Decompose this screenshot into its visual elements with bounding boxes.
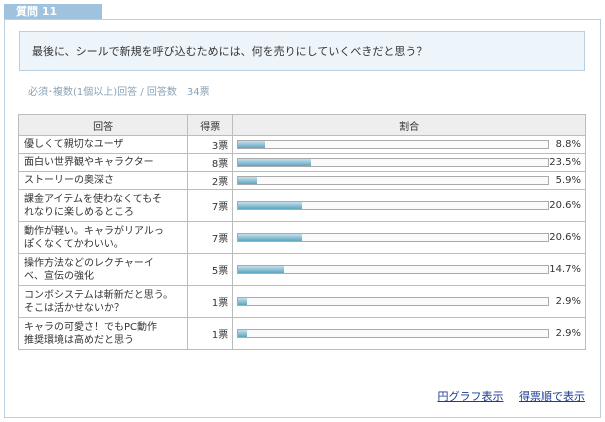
answer-text-line: 操作方法などのレクチャーイ xyxy=(24,257,154,269)
table-row: 面白い世界観やキャラクター 8票 23.5% xyxy=(17,153,586,172)
ratio-bar-track xyxy=(237,233,550,242)
votes-cell: 1票 xyxy=(187,285,234,318)
answer-text-line: そこは活かせないか？ xyxy=(24,302,124,314)
ratio-percent: 20.6% xyxy=(549,232,581,243)
table-row: キャラの可愛さ！でもPC動作 推奨環境は高めだと思う 1票 2.9% xyxy=(17,317,586,350)
votes-cell: 2票 xyxy=(187,171,234,190)
ratio-bar-fill xyxy=(238,159,312,166)
table-row: 動作が軽い。キャラがリアルっ ぽくなくてかわいい。 7票 20.6% xyxy=(17,221,586,254)
ratio-percent: 8.8% xyxy=(555,139,581,150)
table-row: 操作方法などのレクチャーイ ベ、宣伝の強化 5票 14.7% xyxy=(17,253,586,286)
answer-text-line: コンボシステムは斬新だと思う。 xyxy=(24,289,174,301)
ratio-bar-track xyxy=(237,201,550,210)
header-ratio: 割合 xyxy=(232,114,586,136)
ratio-cell: 20.6% xyxy=(232,189,586,222)
question-tab: 質問 11 xyxy=(4,4,102,20)
ratio-bar-fill xyxy=(238,177,257,184)
ratio-cell: 2.9% xyxy=(232,285,586,318)
ratio-bar-track xyxy=(237,265,550,274)
answer-cell: ストーリーの奥深さ xyxy=(17,171,189,190)
votes-cell: 7票 xyxy=(187,189,234,222)
answer-text-line: 動作が軽い。キャラがリアルっ xyxy=(24,225,164,237)
question-text: 最後に、シールで新規を呼び込むためには、何を売りにしていくべきだと思う？ xyxy=(19,31,585,71)
table-row: 優しくて親切なユーザ 3票 8.8% xyxy=(17,135,586,154)
sort-by-votes-link[interactable]: 得票順で表示 xyxy=(519,390,585,403)
ratio-bar-fill xyxy=(238,202,303,209)
question-frame xyxy=(4,19,601,418)
ratio-cell: 23.5% xyxy=(232,153,586,172)
votes-cell: 1票 xyxy=(187,317,234,350)
ratio-cell: 20.6% xyxy=(232,221,586,254)
answer-text-line: ぽくなくてかわいい。 xyxy=(24,238,124,250)
table-header-row: 回答 得票 割合 xyxy=(17,114,586,136)
header-answer: 回答 xyxy=(17,114,189,136)
answer-cell: キャラの可愛さ！でもPC動作 推奨環境は高めだと思う xyxy=(17,317,189,350)
ratio-bar-fill xyxy=(238,266,284,273)
answer-cell: 優しくて親切なユーザ xyxy=(17,135,189,154)
ratio-cell: 14.7% xyxy=(232,253,586,286)
table-row: コンボシステムは斬新だと思う。 そこは活かせないか？ 1票 2.9% xyxy=(17,285,586,318)
ratio-cell: 5.9% xyxy=(232,171,586,190)
ratio-bar-track xyxy=(237,140,550,149)
answer-cell: 面白い世界観やキャラクター xyxy=(17,153,189,172)
votes-cell: 3票 xyxy=(187,135,234,154)
ratio-percent: 20.6% xyxy=(549,200,581,211)
ratio-bar-fill xyxy=(238,298,248,305)
votes-cell: 7票 xyxy=(187,221,234,254)
answer-cell: コンボシステムは斬新だと思う。 そこは活かせないか？ xyxy=(17,285,189,318)
results-table: 回答 得票 割合 優しくて親切なユーザ 3票 8.8% 面白い世界観やキャラクター 8票… xyxy=(17,114,586,350)
ratio-bar-fill xyxy=(238,330,248,337)
header-votes: 得票 xyxy=(187,114,234,136)
answer-text-line: ベ、宣伝の強化 xyxy=(24,270,94,282)
answer-text-line: れなりに楽しめるところ xyxy=(24,206,134,218)
answer-text-line: 優しくて親切なユーザ xyxy=(24,139,124,150)
view-links: 円グラフ表示 得票順で表示 xyxy=(426,388,586,404)
answer-text-line: キャラの可愛さ！でもPC動作 xyxy=(24,321,158,333)
answer-text-line: 面白い世界観やキャラクター xyxy=(24,157,154,168)
response-meta: 必須･複数(1個以上)回答 / 回答数 34票 xyxy=(28,87,210,98)
table-row: ストーリーの奥深さ 2票 5.9% xyxy=(17,171,586,190)
ratio-cell: 2.9% xyxy=(232,317,586,350)
pie-chart-link[interactable]: 円グラフ表示 xyxy=(437,390,504,403)
ratio-percent: 2.9% xyxy=(555,328,581,339)
ratio-percent: 5.9% xyxy=(555,175,581,186)
votes-cell: 5票 xyxy=(187,253,234,286)
ratio-bar-track xyxy=(237,176,550,185)
ratio-percent: 2.9% xyxy=(555,296,581,307)
ratio-bar-track xyxy=(237,329,550,338)
ratio-bar-track xyxy=(237,158,550,167)
answer-cell: 操作方法などのレクチャーイ ベ、宣伝の強化 xyxy=(17,253,189,286)
ratio-percent: 23.5% xyxy=(549,157,581,168)
table-row: 課金アイテムを使わなくてもそ れなりに楽しめるところ 7票 20.6% xyxy=(17,189,586,222)
ratio-bar-track xyxy=(237,297,550,306)
answer-cell: 動作が軽い。キャラがリアルっ ぽくなくてかわいい。 xyxy=(17,221,189,254)
ratio-percent: 14.7% xyxy=(549,264,581,275)
answer-text-line: 課金アイテムを使わなくてもそ xyxy=(24,193,162,205)
ratio-bar-fill xyxy=(238,141,266,148)
votes-cell: 8票 xyxy=(187,153,234,172)
answer-cell: 課金アイテムを使わなくてもそ れなりに楽しめるところ xyxy=(17,189,189,222)
ratio-cell: 8.8% xyxy=(232,135,586,154)
answer-text-line: 推奨環境は高めだと思う xyxy=(24,334,134,346)
ratio-bar-fill xyxy=(238,234,303,241)
answer-text-line: ストーリーの奥深さ xyxy=(24,175,114,186)
